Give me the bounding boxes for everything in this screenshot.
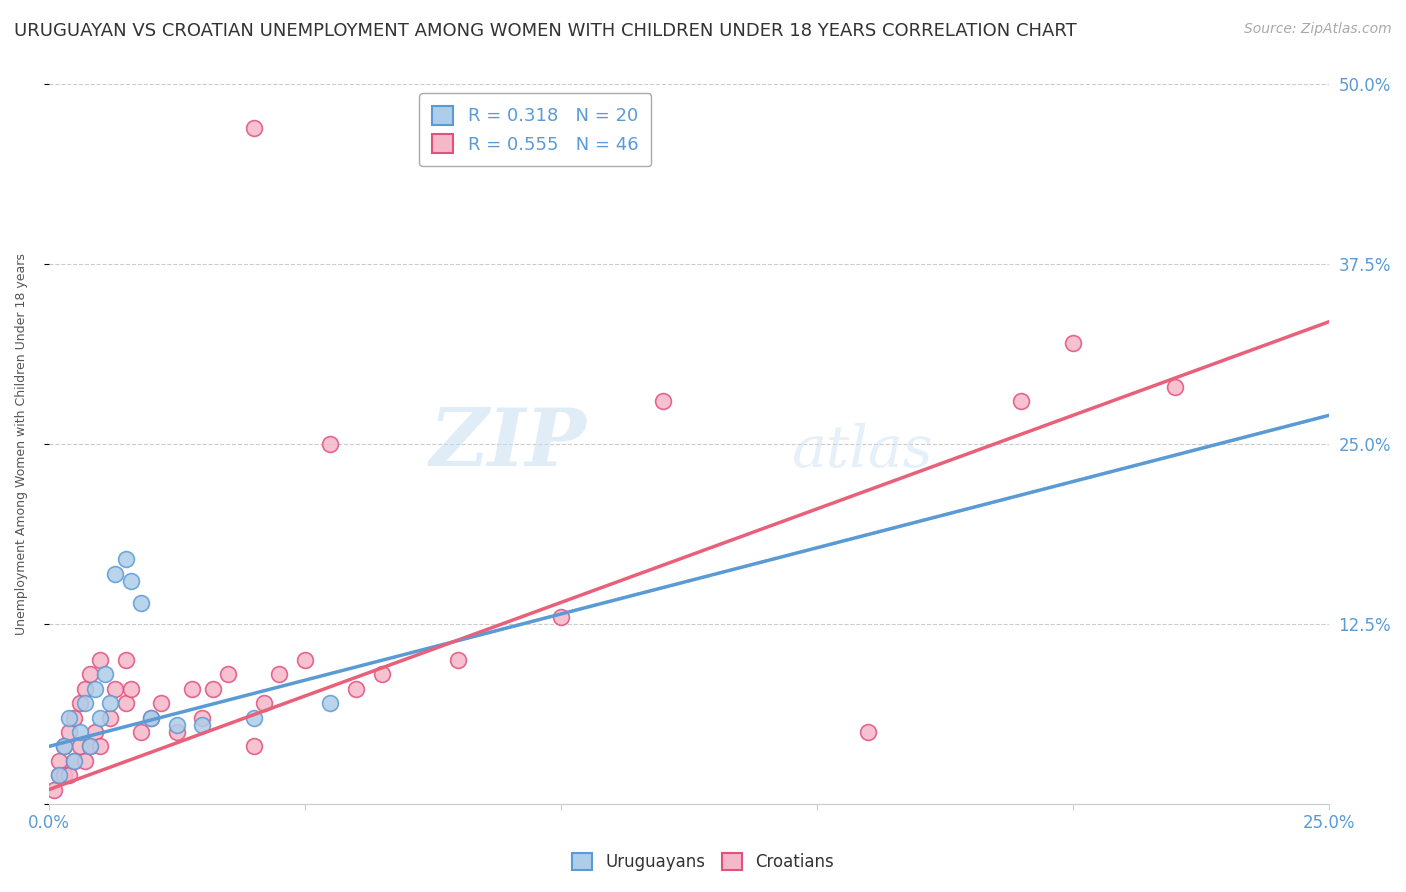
Point	[370, 667, 392, 681]
Point	[269, 667, 291, 681]
Text: ZIP: ZIP	[429, 406, 586, 483]
Point	[129, 595, 152, 609]
Point	[94, 667, 117, 681]
Point	[242, 739, 264, 754]
Point	[48, 754, 70, 768]
Y-axis label: Unemployment Among Women with Children Under 18 years: Unemployment Among Women with Children U…	[15, 253, 28, 635]
Point	[120, 574, 142, 588]
Text: URUGUAYAN VS CROATIAN UNEMPLOYMENT AMONG WOMEN WITH CHILDREN UNDER 18 YEARS CORR: URUGUAYAN VS CROATIAN UNEMPLOYMENT AMONG…	[14, 22, 1077, 40]
Point	[98, 696, 121, 710]
Point	[79, 739, 101, 754]
Point	[104, 566, 127, 581]
Point	[48, 768, 70, 782]
Point	[89, 711, 111, 725]
Legend: Uruguayans, Croatians: Uruguayans, Croatians	[564, 845, 842, 880]
Legend: R = 0.318   N = 20, R = 0.555   N = 46: R = 0.318 N = 20, R = 0.555 N = 46	[419, 94, 651, 167]
Point	[114, 696, 136, 710]
Point	[253, 696, 276, 710]
Point	[114, 552, 136, 566]
Point	[120, 681, 142, 696]
Point	[58, 768, 80, 782]
Point	[217, 667, 239, 681]
Point	[319, 437, 342, 451]
Point	[150, 696, 173, 710]
Point	[53, 768, 76, 782]
Point	[63, 754, 86, 768]
Point	[319, 696, 342, 710]
Text: atlas: atlas	[792, 423, 932, 480]
Point	[48, 768, 70, 782]
Point	[42, 782, 65, 797]
Point	[141, 711, 163, 725]
Point	[166, 725, 188, 739]
Point	[856, 725, 879, 739]
Point	[1011, 394, 1033, 409]
Point	[58, 725, 80, 739]
Point	[129, 725, 152, 739]
Point	[79, 667, 101, 681]
Point	[344, 681, 367, 696]
Point	[201, 681, 224, 696]
Point	[73, 754, 96, 768]
Point	[1164, 379, 1187, 393]
Point	[166, 718, 188, 732]
Point	[104, 681, 127, 696]
Point	[191, 711, 214, 725]
Point	[84, 725, 107, 739]
Point	[89, 739, 111, 754]
Point	[53, 739, 76, 754]
Point	[73, 681, 96, 696]
Point	[63, 711, 86, 725]
Point	[79, 739, 101, 754]
Point	[652, 394, 675, 409]
Text: Source: ZipAtlas.com: Source: ZipAtlas.com	[1244, 22, 1392, 37]
Point	[242, 120, 264, 135]
Point	[89, 653, 111, 667]
Point	[191, 718, 214, 732]
Point	[447, 653, 470, 667]
Point	[69, 739, 91, 754]
Point	[58, 711, 80, 725]
Point	[69, 725, 91, 739]
Point	[294, 653, 316, 667]
Point	[63, 754, 86, 768]
Point	[141, 711, 163, 725]
Point	[181, 681, 204, 696]
Point	[84, 681, 107, 696]
Point	[1062, 336, 1084, 351]
Point	[242, 711, 264, 725]
Point	[114, 653, 136, 667]
Point	[69, 696, 91, 710]
Point	[53, 739, 76, 754]
Point	[550, 610, 572, 624]
Point	[98, 711, 121, 725]
Point	[73, 696, 96, 710]
